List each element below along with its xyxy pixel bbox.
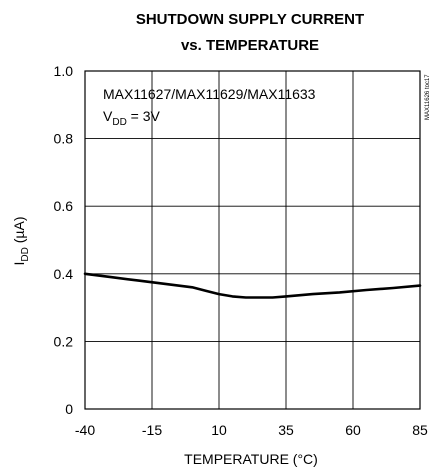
annotation-vdd-sub: DD (112, 117, 126, 128)
series-line (83, 272, 422, 299)
chart-title-line-2: vs. TEMPERATURE (181, 37, 319, 54)
x-axis-label: TEMPERATURE (°C) (184, 451, 318, 467)
x-tick-label: 10 (211, 422, 227, 438)
y-axis-label-main: I (11, 262, 27, 266)
y-tick-label: 0.2 (54, 333, 74, 349)
y-tick-label: 0.8 (54, 131, 74, 147)
y-tick-label: 0.6 (54, 198, 74, 214)
chart-title-line-1: SHUTDOWN SUPPLY CURRENT (136, 11, 364, 28)
y-tick-label: 0 (65, 401, 73, 417)
y-axis-ticks: 0 0.2 0.4 0.6 0.8 1.0 (54, 63, 74, 417)
x-axis-ticks: -40 -15 10 35 60 85 (75, 422, 428, 438)
grid (85, 71, 420, 409)
x-tick-label: 85 (412, 422, 428, 438)
y-tick-label: 1.0 (54, 63, 74, 79)
x-tick-label: -40 (75, 422, 95, 438)
y-axis-label: IDD (µA) (11, 217, 31, 266)
series-group (83, 272, 422, 299)
x-tick-label: 60 (345, 422, 361, 438)
x-tick-label: 35 (278, 422, 294, 438)
part-code-label: MAX11626 toc17 (425, 74, 431, 120)
annotation-part-numbers: MAX11627/MAX11629/MAX11633 (103, 86, 316, 102)
annotation-vdd-main: V (103, 108, 113, 124)
plot-frame (84, 70, 421, 410)
y-tick-label: 0.4 (54, 266, 74, 282)
y-axis-label-sub: DD (20, 247, 31, 261)
y-axis-label-unit: (µA) (11, 217, 27, 248)
x-tick-label: -15 (142, 422, 162, 438)
annotation-vdd-value: = 3V (127, 108, 161, 124)
annotation-vdd: VDD = 3V (103, 108, 161, 128)
